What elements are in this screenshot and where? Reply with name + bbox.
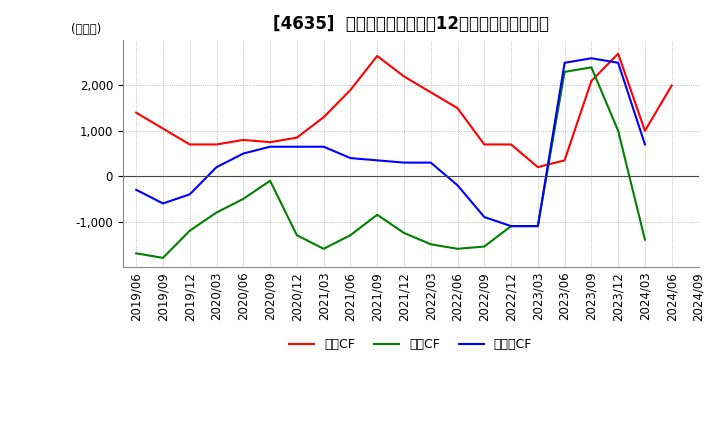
フリーCF <box>373 158 382 163</box>
営業CF <box>186 142 194 147</box>
投資CF <box>132 251 140 256</box>
フリーCF <box>292 144 301 149</box>
フリーCF <box>266 144 274 149</box>
投資CF <box>400 230 408 235</box>
フリーCF <box>158 201 167 206</box>
営業CF <box>132 110 140 115</box>
営業CF <box>239 137 248 143</box>
営業CF <box>158 126 167 131</box>
営業CF <box>507 142 516 147</box>
投資CF <box>186 228 194 233</box>
投資CF <box>534 224 542 229</box>
営業CF <box>667 83 676 88</box>
営業CF <box>373 53 382 59</box>
投資CF <box>212 210 221 215</box>
フリーCF <box>560 60 569 66</box>
営業CF <box>346 88 355 93</box>
投資CF <box>507 224 516 229</box>
投資CF <box>560 69 569 74</box>
フリーCF <box>186 192 194 197</box>
フリーCF <box>534 224 542 229</box>
フリーCF <box>426 160 435 165</box>
フリーCF <box>400 160 408 165</box>
投資CF <box>266 178 274 183</box>
フリーCF <box>319 144 328 149</box>
営業CF <box>319 114 328 120</box>
投資CF <box>158 255 167 260</box>
Line: フリーCF: フリーCF <box>136 58 645 226</box>
営業CF <box>400 74 408 79</box>
営業CF <box>641 128 649 133</box>
Line: 投資CF: 投資CF <box>136 67 645 258</box>
投資CF <box>239 196 248 202</box>
投資CF <box>480 244 489 249</box>
投資CF <box>319 246 328 251</box>
フリーCF <box>346 155 355 161</box>
営業CF <box>453 106 462 111</box>
営業CF <box>614 51 623 56</box>
投資CF <box>641 237 649 242</box>
営業CF <box>587 78 595 84</box>
フリーCF <box>132 187 140 192</box>
フリーCF <box>614 60 623 66</box>
Title: [4635]  キャッシュフローの12か月移動合計の推移: [4635] キャッシュフローの12か月移動合計の推移 <box>273 15 549 33</box>
フリーCF <box>641 142 649 147</box>
Line: 営業CF: 営業CF <box>136 54 672 167</box>
営業CF <box>266 139 274 145</box>
フリーCF <box>453 183 462 188</box>
投資CF <box>292 233 301 238</box>
投資CF <box>453 246 462 251</box>
投資CF <box>373 212 382 217</box>
フリーCF <box>480 214 489 220</box>
営業CF <box>292 135 301 140</box>
営業CF <box>534 165 542 170</box>
フリーCF <box>587 55 595 61</box>
投資CF <box>346 233 355 238</box>
営業CF <box>212 142 221 147</box>
営業CF <box>426 90 435 95</box>
Text: (百万円): (百万円) <box>71 22 102 36</box>
Legend: 営業CF, 投資CF, フリーCF: 営業CF, 投資CF, フリーCF <box>284 333 537 356</box>
営業CF <box>480 142 489 147</box>
営業CF <box>560 158 569 163</box>
フリーCF <box>507 224 516 229</box>
投資CF <box>614 128 623 133</box>
フリーCF <box>212 165 221 170</box>
投資CF <box>587 65 595 70</box>
投資CF <box>426 242 435 247</box>
フリーCF <box>239 151 248 156</box>
